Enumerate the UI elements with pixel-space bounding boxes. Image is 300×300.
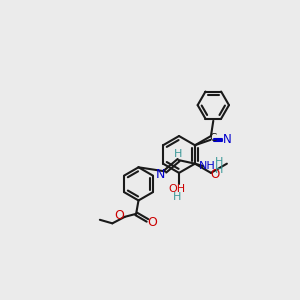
- Text: H: H: [174, 148, 182, 159]
- Text: NH: NH: [199, 161, 215, 171]
- Text: H: H: [214, 165, 223, 175]
- Text: H: H: [214, 157, 223, 166]
- Text: N: N: [223, 134, 231, 146]
- Text: OH: OH: [169, 184, 186, 194]
- Text: C: C: [209, 133, 217, 143]
- Text: H: H: [173, 192, 182, 202]
- Text: O: O: [148, 216, 158, 229]
- Text: O: O: [115, 209, 124, 222]
- Text: N: N: [156, 168, 166, 181]
- Text: O: O: [211, 168, 220, 181]
